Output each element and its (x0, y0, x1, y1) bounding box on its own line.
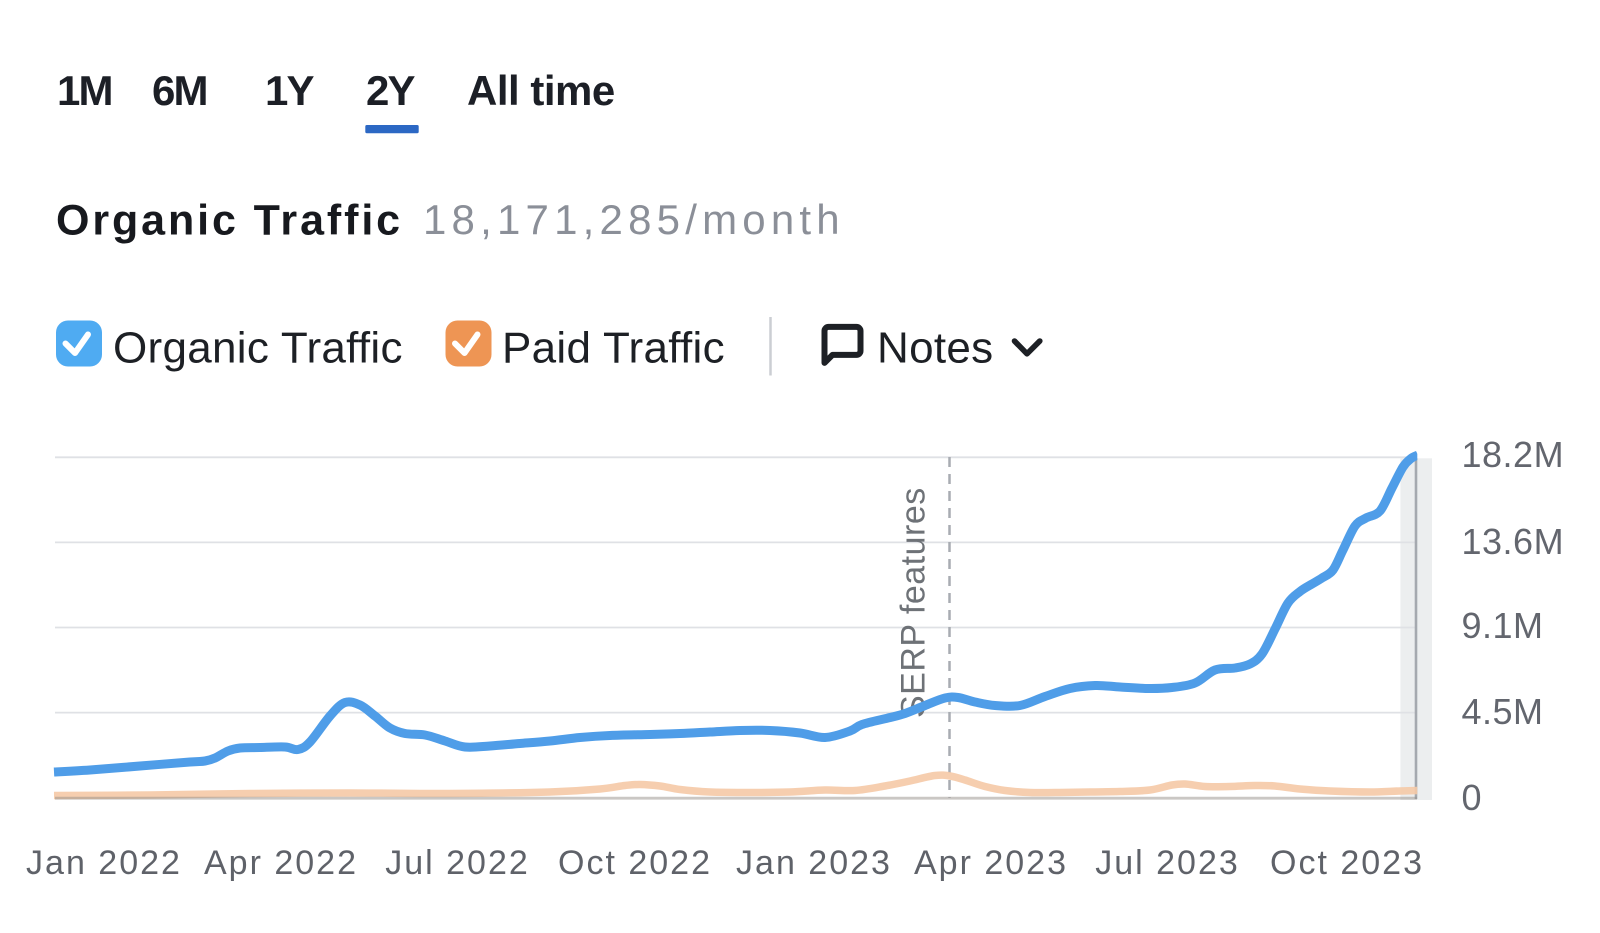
svg-text:Notes: Notes (877, 324, 993, 373)
svg-text:1Y: 1Y (265, 67, 315, 114)
svg-text:Organic Traffic: Organic Traffic (56, 197, 403, 245)
svg-text:Paid Traffic: Paid Traffic (502, 324, 725, 373)
svg-text:1M: 1M (57, 67, 112, 114)
svg-text:0: 0 (1462, 777, 1483, 818)
svg-text:Jul 2022: Jul 2022 (385, 844, 530, 882)
svg-text:Oct 2023: Oct 2023 (1270, 844, 1424, 882)
svg-text:Jan 2022: Jan 2022 (26, 844, 182, 882)
svg-text:All time: All time (467, 67, 615, 114)
svg-text:Organic Traffic: Organic Traffic (113, 324, 403, 373)
svg-text:Jan 2023: Jan 2023 (736, 844, 892, 882)
svg-text:18.2M: 18.2M (1462, 434, 1565, 475)
svg-text:18,171,285/month: 18,171,285/month (423, 196, 845, 243)
svg-text:Jul 2023: Jul 2023 (1095, 844, 1240, 882)
svg-text:Apr 2023: Apr 2023 (914, 844, 1068, 882)
svg-text:Apr 2022: Apr 2022 (204, 844, 358, 882)
svg-text:SERP features: SERP features (895, 487, 933, 718)
svg-text:9.1M: 9.1M (1462, 605, 1544, 646)
svg-text:4.5M: 4.5M (1462, 691, 1544, 732)
svg-text:13.6M: 13.6M (1462, 521, 1565, 562)
svg-text:2Y: 2Y (366, 67, 416, 114)
svg-text:6M: 6M (152, 67, 207, 114)
svg-text:Oct 2022: Oct 2022 (558, 844, 712, 882)
